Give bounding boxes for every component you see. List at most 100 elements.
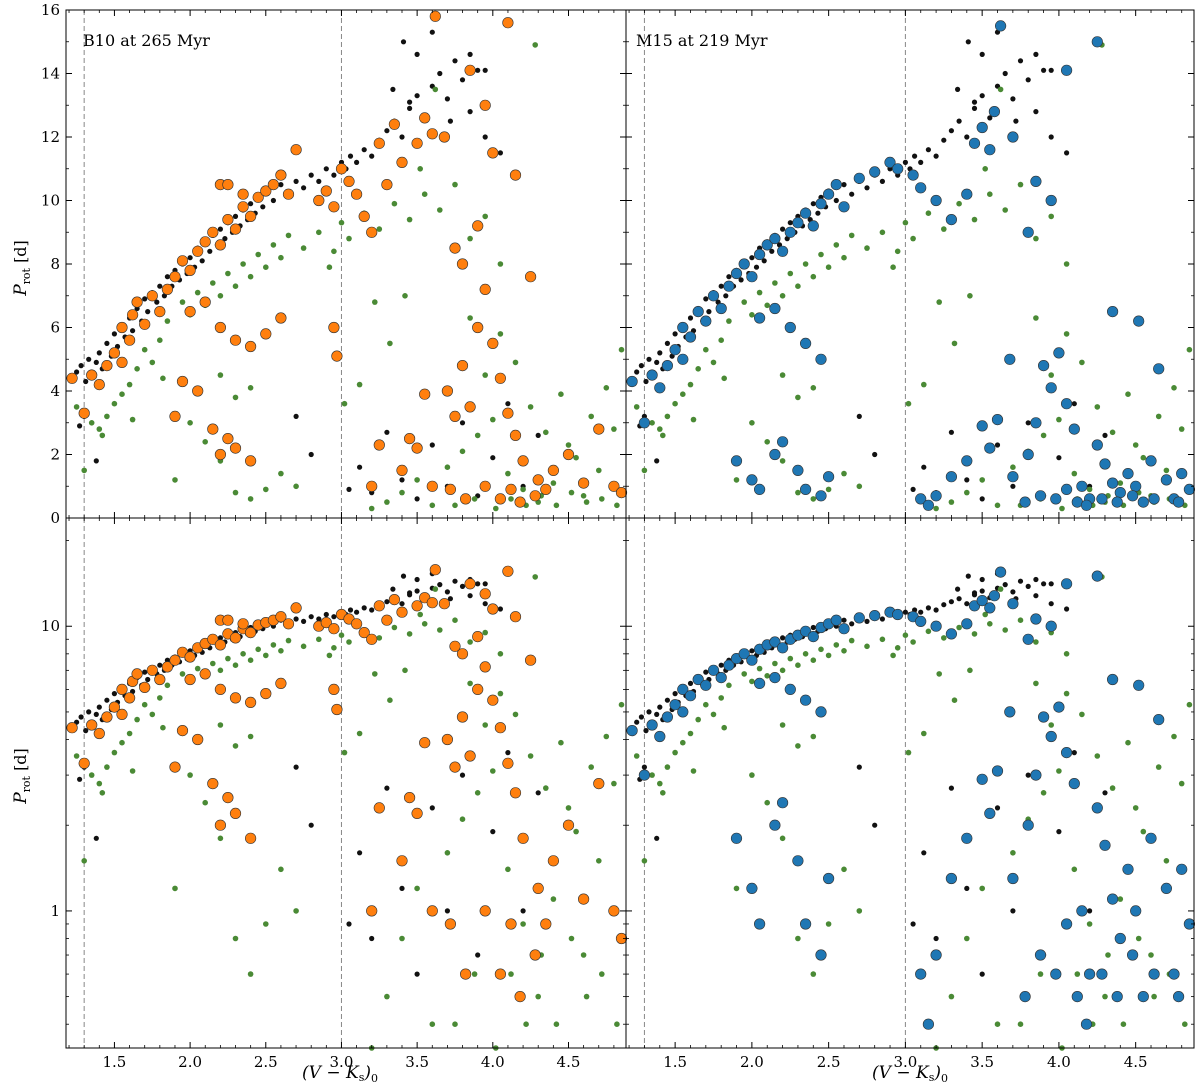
x-tick-label: 4.5 [557,1053,581,1071]
observed-point [641,764,648,770]
observed-point [369,153,375,159]
green-model-point [710,359,717,366]
m15-model-point [692,306,704,318]
green-model-point [1178,780,1185,787]
green-model-point [726,682,732,689]
b10-model-point [411,442,423,454]
b10-model-point [116,683,128,696]
observed-point [86,709,92,715]
b10-model-point [66,722,78,734]
green-model-point [490,416,496,423]
b10-model-point [373,600,385,612]
observed-point [293,413,299,419]
green-model-point [210,280,216,286]
observed-point [987,115,993,121]
b10-model-point [108,701,120,713]
m15-model-point [1160,882,1172,895]
green-model-point [300,643,307,650]
green-model-point [421,621,428,627]
points-b10-log [66,518,628,1051]
green-model-point [879,229,886,236]
b10-model-point [237,618,249,630]
b10-model-point [411,600,423,612]
green-model-point [580,493,587,499]
b10-model-point [169,410,181,423]
green-model-point [467,315,473,321]
green-model-point [471,971,478,977]
green-model-point [326,652,333,659]
b10-model-point [438,131,451,143]
green-model-point [232,394,239,401]
m15-model-point [822,188,835,200]
b10-model-point [199,296,211,308]
observed-point [948,128,955,134]
green-model-point [550,896,557,902]
green-model-point [452,1021,458,1027]
observed-point [111,691,117,697]
observed-point [1002,70,1008,77]
m15-model-point [1148,493,1160,505]
observed-point [347,607,354,613]
m15-model-point [838,201,850,213]
observed-point [815,210,821,216]
b10-model-point [444,918,457,930]
m15-model-point [769,448,781,461]
green-model-point [841,254,847,261]
b10-model-point [131,296,143,308]
green-model-point [1148,952,1154,958]
b10-model-point [245,210,257,222]
green-model-point [787,270,794,277]
m15-model-point [799,207,812,219]
green-model-point [368,505,375,512]
green-model-point [894,645,901,651]
green-model-point [247,657,254,663]
green-model-point [217,722,224,728]
green-model-point [129,768,136,774]
m15-model-point [654,382,666,394]
green-model-point [979,885,985,892]
green-model-point [141,346,148,353]
m15-model-point [1106,673,1119,686]
m15-model-point [1176,863,1188,875]
observed-point [925,147,932,153]
green-model-point [749,420,755,426]
green-model-point [979,477,985,483]
b10-model-point [331,350,343,362]
green-model-point [618,346,625,353]
observed-point [400,39,407,45]
observed-point [142,296,148,302]
green-model-point [467,680,473,687]
observed-point [634,369,640,375]
observed-point [222,236,228,242]
m15-model-point [1034,490,1047,502]
green-model-point [247,733,254,740]
m15-model-point [1091,439,1103,451]
green-model-point [497,651,504,657]
green-model-point [452,502,458,509]
observed-point [93,458,99,464]
observed-point [475,952,481,958]
b10-model-point [456,648,469,660]
b10-model-point [290,602,302,614]
green-model-point [779,667,786,674]
green-model-point [749,312,755,318]
observed-point [357,850,363,856]
b10-model-point [169,654,181,666]
points-b10-linear [66,10,628,518]
green-model-point [225,270,231,277]
m15-model-point [1068,777,1080,790]
green-model-point [810,733,817,740]
m15-model-point [1122,468,1134,480]
b10-model-point [479,588,491,600]
green-model-point [764,439,770,445]
observed-point [749,648,755,654]
green-model-point [247,273,254,280]
green-model-point [88,772,95,778]
m15-model-point [961,455,973,467]
b10-model-point [245,340,257,353]
m15-model-point [769,671,781,684]
m15-model-point [1126,949,1139,961]
green-model-point [331,248,337,255]
green-model-point [833,642,840,648]
b10-model-point [479,99,491,111]
